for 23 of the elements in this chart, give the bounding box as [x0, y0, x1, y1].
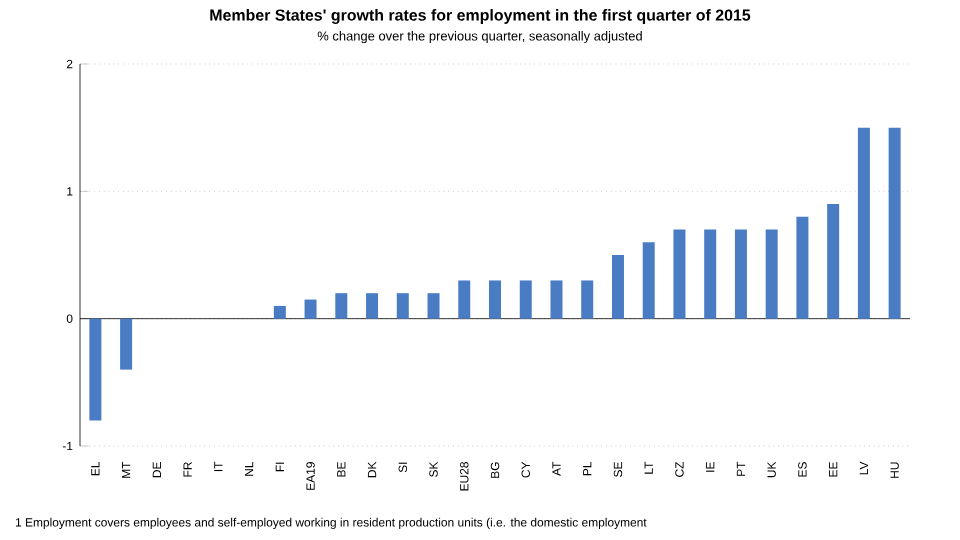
bar [396, 293, 409, 319]
bar [120, 318, 133, 370]
bar [489, 280, 502, 319]
bar [427, 293, 440, 319]
bar [857, 127, 870, 319]
bar [611, 255, 624, 319]
bar [734, 229, 747, 319]
bar [273, 305, 286, 319]
bar [335, 293, 348, 319]
bar [89, 318, 102, 421]
bar [304, 299, 317, 319]
bar [888, 127, 901, 319]
bar [581, 280, 594, 319]
bar [765, 229, 778, 319]
bar [519, 280, 532, 319]
bar [366, 293, 379, 319]
bar [796, 216, 809, 319]
bar [458, 280, 471, 319]
bar [827, 204, 840, 319]
bar [642, 242, 655, 319]
bar [673, 229, 686, 319]
bar [550, 280, 563, 319]
bar [704, 229, 717, 319]
